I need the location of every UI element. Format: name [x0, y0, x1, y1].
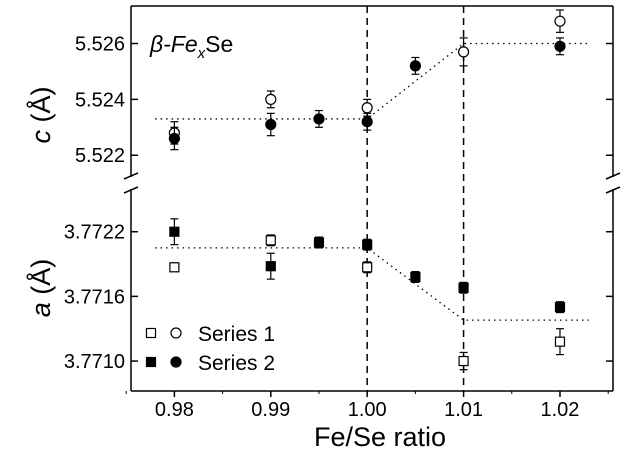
- data-point-a-series-2: [265, 261, 276, 272]
- y-axis-title-c-unit: (Å): [25, 87, 56, 131]
- axis-break-mark: [123, 186, 139, 194]
- plot-area: 0.98 0.99 1.00 1.01 1.02 5.522 5.524 5.526 3.771…: [64, 5, 621, 421]
- legend: Series 1 Series 2: [198, 323, 275, 375]
- axis-break-mark: [605, 172, 621, 180]
- data-point-a-series-1: [458, 355, 469, 367]
- data-point-a-series-2: [554, 302, 566, 313]
- axis-break-mark: [605, 186, 621, 194]
- data-point-c-series-1: [554, 15, 566, 27]
- data-point-c-series-1: [457, 46, 470, 58]
- data-point-c-series-2: [168, 132, 180, 145]
- y-tick-label-c: 5.522: [75, 145, 125, 167]
- legend-marker-square-series-1: [145, 327, 157, 339]
- data-point-a-series-1: [265, 235, 276, 246]
- annotation-suffix: Se: [205, 31, 233, 57]
- legend-marker-circle-series-1: [170, 327, 182, 339]
- y-tick-label-a: 3.7722: [64, 222, 125, 244]
- y-tick-label-c: 5.524: [75, 89, 125, 111]
- annotation-subscript: x: [197, 45, 206, 62]
- trend-line-a: [155, 247, 589, 321]
- data-point-a-series-2: [313, 237, 325, 248]
- data-point-c-series-1: [265, 93, 277, 105]
- data-point-a-series-2: [458, 282, 469, 293]
- data-point-a-series-1: [554, 336, 566, 347]
- data-point-c-series-2: [409, 60, 421, 72]
- data-point-c-series-2: [554, 40, 566, 52]
- data-point-a-series-2: [362, 239, 373, 250]
- y-tick-label-c: 5.526: [75, 34, 125, 56]
- annotation-prefix: β-Fe: [149, 31, 198, 57]
- legend-marker-circle-series-2: [170, 356, 182, 368]
- y-axis-title-a-var: a: [26, 302, 56, 317]
- axis-break-mark: [123, 172, 139, 180]
- x-tick-label: 0.99: [251, 399, 290, 421]
- data-point-c-series-1: [361, 102, 373, 114]
- y-axis-title-a: a (Å): [25, 259, 56, 318]
- data-point-a-series-1: [169, 262, 180, 273]
- legend-label-series-1: Series 1: [198, 323, 275, 346]
- y-axis-title-a-unit: (Å): [25, 259, 56, 303]
- data-point-c-series-2: [265, 118, 277, 131]
- trend-line-c: [155, 42, 589, 120]
- legend-label-series-2: Series 2: [198, 352, 275, 375]
- legend-marker-square-series-2: [145, 356, 157, 368]
- x-tick-label: 1.00: [348, 399, 387, 421]
- data-point-c-series-2: [361, 116, 373, 128]
- x-tick-label: 1.02: [541, 399, 580, 421]
- y-tick-label-a: 3.7716: [64, 286, 125, 308]
- data-point-a-series-2: [410, 271, 421, 283]
- y-axis-title-c: c (Å): [25, 87, 56, 144]
- x-tick-label: 1.01: [444, 399, 483, 421]
- compound-annotation: β-FexSe: [149, 31, 233, 62]
- y-axis-title-c-var: c: [26, 130, 56, 144]
- x-axis-title: Fe/Se ratio: [314, 422, 446, 452]
- data-point-c-series-2: [313, 113, 325, 125]
- data-point-a-series-2: [169, 226, 180, 237]
- data-point-a-series-1: [362, 262, 373, 273]
- x-tick-label: 0.98: [155, 399, 194, 421]
- y-tick-label-a: 3.7710: [64, 351, 125, 373]
